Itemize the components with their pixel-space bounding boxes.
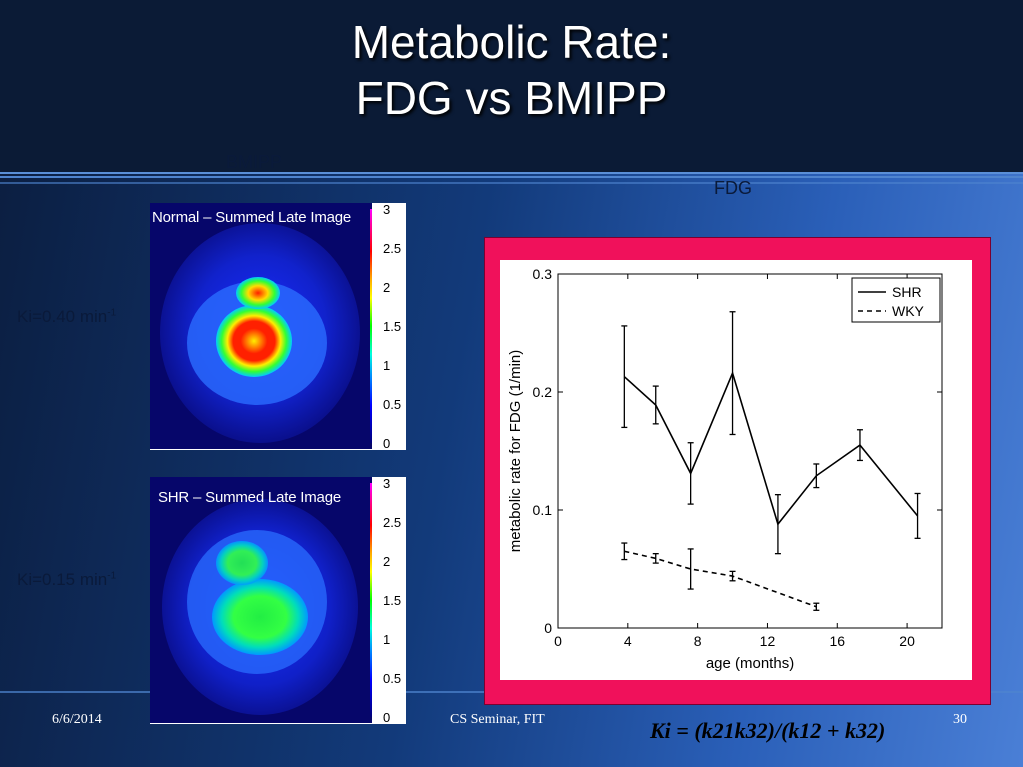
legend-box: [851, 277, 941, 323]
shr-cb-tick-3: 3: [383, 476, 391, 491]
fdg-label: FDG: [714, 178, 752, 198]
shr-scan-heatmap: [150, 477, 372, 723]
ki-formula: Ki = (k21k32)/(k12 + k32): [650, 718, 885, 744]
normal-colorbar: [370, 209, 372, 443]
legend-label-shr: SHR: [892, 284, 922, 300]
footer-center: CS Seminar, FIT: [450, 712, 545, 727]
slide-title-line1: Metabolic Rate:: [351, 16, 672, 68]
fdg-chart: 0 4 8 12 16 20 0 0.1 0.2 0.3 age (months) metabolic…: [507, 266, 943, 672]
normal-scan-heatmap: [150, 203, 372, 449]
shr-colorbar: [370, 483, 372, 717]
decor-line-top2: [0, 182, 1023, 184]
chart-frame: 0 4 8 12 16 20 0 0.1 0.2 0.3 age (months) metabolic…: [484, 237, 991, 705]
normal-cb-tick-0: 0: [383, 436, 391, 451]
plot-box: [557, 273, 943, 629]
chart-legend: SHR WKY: [851, 277, 941, 323]
decor-line-top: [0, 176, 1023, 178]
x-tick-label: 8: [694, 633, 702, 649]
shr-scan-image: SHR – Summed Late Image: [150, 477, 372, 723]
y-tick-label: 0.2: [533, 384, 553, 400]
normal-scan-panel: Normal – Summed Late Image 3 2.5 2 1.5 1…: [150, 202, 406, 451]
ki-shr-exp: -1: [107, 570, 117, 582]
normal-cb-tick-2: 2: [383, 280, 391, 295]
slide-title-line2: FDG vs BMIPP: [355, 72, 668, 124]
formula-text: Ki = (k21k32)/(k12 + k32): [650, 718, 886, 743]
normal-cb-tick-2.5: 2.5: [383, 241, 402, 256]
x-tick-label: 16: [829, 633, 845, 649]
shr-cb-tick-2: 2: [383, 554, 391, 569]
normal-cb-tick-3: 3: [383, 202, 391, 217]
legend-label-wky: WKY: [892, 303, 925, 319]
series-line-shr: [623, 370, 919, 526]
ki-shr-label: Ki=0.15 min-1: [17, 570, 116, 590]
shr-cb-tick-0.5: 0.5: [383, 671, 402, 686]
normal-cb-tick-0.5: 0.5: [383, 397, 402, 412]
x-tick-label: 0: [554, 633, 562, 649]
series-line-wky: [624, 550, 817, 608]
shr-cb-tick-2.5: 2.5: [383, 515, 402, 530]
x-axis-label: age (months): [706, 655, 794, 672]
x-tick-label: 20: [899, 633, 915, 649]
bmipp-label: BMIPP: [226, 152, 283, 172]
slide-number: 30: [953, 712, 967, 727]
shr-scan-title: SHR – Summed Late Image: [158, 489, 341, 506]
y-tick-label: 0.3: [533, 266, 553, 282]
y-tick-label: 0.1: [533, 502, 553, 518]
shr-scan-panel: SHR – Summed Late Image 3 2.5 2 1.5 1 0.…: [150, 476, 406, 725]
chart-series: [621, 311, 921, 611]
x-tick-label: 12: [760, 633, 776, 649]
chart-background: 0 4 8 12 16 20 0 0.1 0.2 0.3 age (months) metabolic…: [500, 260, 972, 680]
shr-cb-tick-0: 0: [383, 710, 391, 725]
shr-cb-tick-1.5: 1.5: [383, 593, 402, 608]
shr-cb-tick-1: 1: [383, 632, 391, 647]
y-tick-label: 0: [544, 620, 552, 636]
ki-normal-exp: -1: [107, 307, 117, 319]
ki-normal-text: Ki=0.40 min: [17, 307, 108, 326]
normal-scan-title: Normal – Summed Late Image: [152, 209, 352, 226]
footer-date: 6/6/2014: [52, 712, 102, 727]
normal-scan-image: Normal – Summed Late Image: [150, 203, 372, 449]
normal-cb-tick-1.5: 1.5: [383, 319, 402, 334]
ki-normal-label: Ki=0.40 min-1: [17, 307, 116, 327]
x-tick-label: 4: [624, 633, 632, 649]
normal-cb-tick-1: 1: [383, 358, 391, 373]
title-bar: Metabolic Rate: FDG vs BMIPP: [0, 0, 1023, 174]
y-axis-label: metabolic rate for FDG (1/min): [507, 350, 524, 553]
chart-axes: 0 4 8 12 16 20 0 0.1 0.2 0.3 age (months) metabolic…: [507, 266, 943, 672]
ki-shr-text: Ki=0.15 min: [17, 570, 108, 589]
